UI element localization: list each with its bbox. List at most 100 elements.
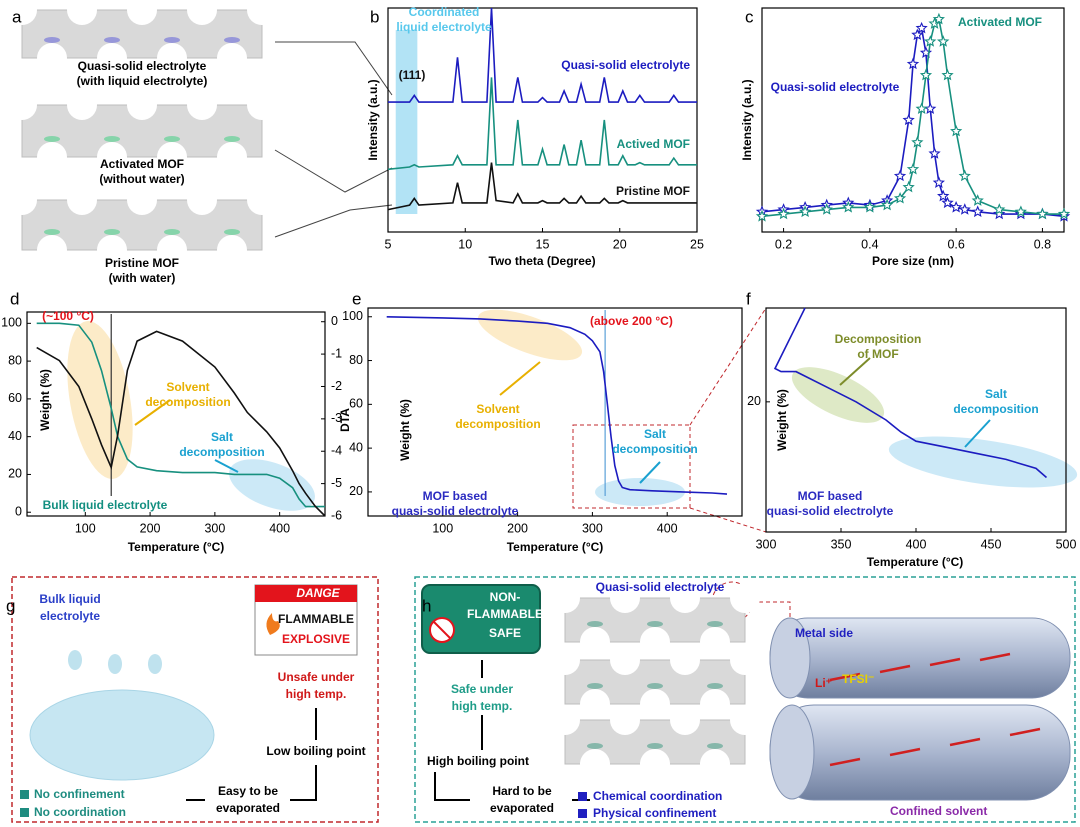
- slab-pore: [640, 749, 670, 779]
- slab-pore: [247, 0, 277, 25]
- series-label: Activated MOF: [958, 15, 1042, 29]
- y2-tick-label: -4: [331, 444, 342, 458]
- plot-frame: [387, 7, 698, 233]
- slab-pore: [187, 0, 217, 25]
- star-marker: [863, 201, 876, 213]
- tube-end: [769, 704, 815, 800]
- y2-tick-label: -1: [331, 346, 342, 360]
- star-marker: [881, 198, 894, 211]
- slab-tint: [44, 229, 60, 235]
- star-marker: [932, 12, 945, 25]
- sign-text: EXPLOSIVE: [282, 632, 350, 646]
- x-tick-label: 400: [657, 521, 678, 535]
- legend-swatch: [20, 808, 29, 817]
- slab-tint: [164, 229, 180, 235]
- x-tick-label: 15: [536, 237, 550, 251]
- x-axis-title: Temperature (°C): [128, 540, 225, 554]
- slab-pore: [550, 645, 580, 675]
- slab-label: (without water): [99, 172, 184, 186]
- y-tick-label: 0: [15, 505, 22, 519]
- puddle: [29, 689, 215, 781]
- slab-pore: [700, 627, 730, 657]
- connector: [274, 204, 393, 238]
- panel-label: f: [746, 289, 751, 308]
- slab-pore: [730, 583, 760, 613]
- arrow: [434, 772, 470, 801]
- sign-text: FLAMMABLE: [467, 607, 543, 621]
- panel-label: b: [370, 7, 379, 26]
- y-axis-title: Weight (%): [38, 369, 52, 431]
- y-tick-label: 80: [349, 353, 363, 367]
- x-tick-label: 10: [458, 237, 472, 251]
- flow-text: evaporated: [216, 801, 280, 815]
- sign-text: DANGE: [296, 586, 340, 600]
- slab-pore: [187, 185, 217, 215]
- y2-tick-label: -3: [331, 411, 342, 425]
- slab-pore: [217, 235, 247, 265]
- y-tick-label: 100: [1, 316, 22, 330]
- x-axis-title: Pore size (nm): [872, 254, 954, 268]
- slab-pore: [7, 185, 37, 215]
- y2-axis-title: DTA: [338, 408, 352, 432]
- slab-pore: [247, 90, 277, 120]
- series-label: Pristine MOF: [616, 184, 690, 198]
- star-marker: [902, 113, 915, 126]
- star-marker: [1057, 207, 1071, 220]
- star-marker: [902, 180, 915, 193]
- slab-pore: [670, 705, 700, 735]
- annotation: decomposition: [455, 417, 540, 431]
- highlight-ellipse: [229, 459, 315, 511]
- annotation: (~100 °C): [42, 309, 94, 323]
- series-line: [773, 307, 1048, 479]
- y-axis-title: Intensity (a.u.): [740, 79, 754, 160]
- slab-label: (with liquid electrolyte): [77, 74, 208, 88]
- legend-text: Chemical coordination: [593, 789, 722, 803]
- annotation: MOF based: [423, 489, 488, 503]
- y-tick-label: 100: [342, 309, 363, 323]
- star-marker: [911, 28, 924, 41]
- slab-pore: [7, 90, 37, 120]
- slab-pore: [580, 689, 610, 719]
- panel-label: e: [352, 289, 361, 308]
- slab-pore: [670, 645, 700, 675]
- y2-tick-label: -6: [331, 508, 342, 522]
- annotation: of MOF: [857, 347, 898, 361]
- label: Confined solvent: [890, 804, 987, 818]
- star-marker: [755, 209, 769, 222]
- annotation: Salt: [985, 387, 1007, 401]
- flow-text: Easy to be: [218, 784, 278, 798]
- star-marker: [820, 203, 833, 215]
- x-tick-label: 100: [432, 521, 453, 535]
- series-line: [761, 26, 1065, 218]
- star-marker: [936, 35, 950, 47]
- label: Bulk liquid: [39, 592, 100, 606]
- slab-pore: [670, 583, 700, 613]
- slab-pore: [217, 142, 247, 172]
- slab-tint: [224, 136, 240, 142]
- slab-tint: [224, 229, 240, 235]
- x-tick-label: 300: [756, 537, 777, 551]
- arrow: [290, 765, 317, 801]
- arrow: [214, 459, 239, 473]
- x-tick-label: 300: [582, 521, 603, 535]
- legend-text: No coordination: [34, 805, 126, 819]
- annotation: Coordinated: [409, 5, 480, 19]
- plot-frame: [761, 7, 1065, 233]
- slab-label: Pristine MOF: [105, 256, 179, 270]
- x-tick-label: 300: [204, 521, 225, 535]
- star-marker: [911, 135, 924, 148]
- star-marker: [941, 196, 954, 209]
- flow-text: Safe under: [451, 682, 513, 696]
- sign-text: SAFE: [489, 626, 521, 640]
- tube-end: [769, 617, 811, 699]
- x-tick-label: 200: [140, 521, 161, 535]
- slab-pore: [97, 235, 127, 265]
- star-marker: [893, 191, 907, 204]
- slab-pore: [550, 583, 580, 613]
- series-line: [36, 322, 325, 508]
- slab-pore: [97, 142, 127, 172]
- slab-pore: [37, 142, 67, 172]
- series-label: Actived MOF: [617, 137, 690, 151]
- star-marker: [958, 203, 971, 215]
- x-tick-label: 400: [906, 537, 927, 551]
